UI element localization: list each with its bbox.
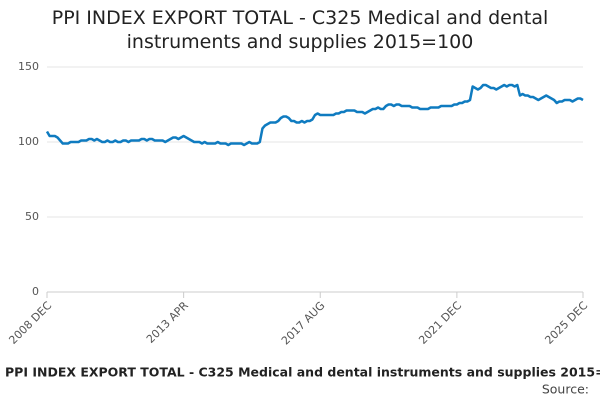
- y-tick-label: 150: [18, 60, 39, 73]
- y-tick-label: 0: [32, 285, 39, 298]
- chart-title: PPI INDEX EXPORT TOTAL - C325 Medical an…: [51, 7, 549, 53]
- series-line: [45, 83, 584, 147]
- y-tick-label: 100: [18, 135, 39, 148]
- x-tick-label: 2013 APR: [144, 299, 191, 346]
- x-tick-label: 2025 DEC: [542, 299, 590, 347]
- x-tick-label: 2017 AUG: [279, 299, 328, 348]
- x-tick-label: 2021 DEC: [416, 299, 464, 347]
- source: Source:: [542, 382, 589, 397]
- footer-title: PPI INDEX EXPORT TOTAL - C325 Medical an…: [5, 365, 600, 380]
- y-tick-label: 50: [25, 210, 39, 223]
- x-tick-label: 2008 DEC: [6, 299, 54, 347]
